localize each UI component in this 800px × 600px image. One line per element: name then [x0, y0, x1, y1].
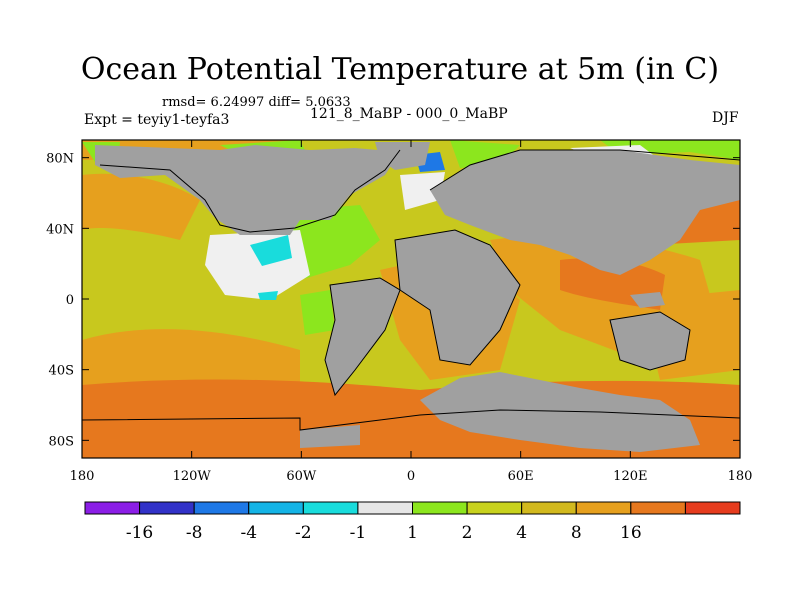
y-tick-label: 40S — [49, 364, 74, 379]
experiment-label: Expt = teyiy1-teyfa3 — [84, 112, 230, 128]
y-axis: 80N 40N 0 40S 80S — [46, 152, 740, 449]
season-label: DJF — [712, 110, 739, 126]
colorbar-swatch — [684, 501, 741, 515]
x-tick-label: 60W — [286, 469, 317, 484]
stats-label: rmsd= 6.24997 diff= 5.0633 — [162, 95, 351, 110]
y-tick-label: 80S — [49, 434, 74, 449]
colorbar-label: -4 — [240, 523, 257, 543]
colorbar-label: 8 — [571, 523, 582, 543]
land-masses — [95, 142, 740, 452]
colorbar-swatch — [248, 501, 304, 515]
colorbar-label: 1 — [407, 523, 418, 543]
x-tick-label: 180 — [728, 469, 753, 484]
colorbar-label: -16 — [126, 523, 153, 543]
colorbar-swatch — [139, 501, 195, 515]
colorbar-swatch — [84, 501, 141, 515]
y-tick-label: 80N — [46, 152, 74, 167]
colorbar-swatch — [521, 501, 577, 515]
x-tick-label: 60E — [508, 469, 534, 484]
y-tick-label: 40N — [46, 222, 74, 237]
coastlines — [82, 149, 740, 431]
colorbar-label: -2 — [295, 523, 312, 543]
colorbar-label: -1 — [350, 523, 367, 543]
x-tick-label: 120E — [613, 469, 647, 484]
plot-title: Ocean Potential Temperature at 5m (in C) — [80, 52, 720, 87]
y-tick-label: 0 — [66, 293, 74, 308]
colorbar-label: 16 — [620, 523, 642, 543]
x-axis: 180 120W 60W 0 60E 120E 180 — [70, 140, 753, 484]
colorbar-swatch — [630, 501, 686, 515]
x-tick-label: 120W — [173, 469, 212, 484]
colorbar-swatch — [412, 501, 468, 515]
colorbar-label: 2 — [462, 523, 473, 543]
map-field — [82, 140, 740, 458]
subtitle-label: 121_8_MaBP - 000_0_MaBP — [310, 106, 508, 122]
colorbar-swatch — [193, 501, 250, 515]
colorbar: -16 -8 -4 -2 -1 1 2 4 8 16 — [84, 501, 741, 543]
colorbar-swatch — [357, 501, 413, 515]
x-tick-label: 180 — [70, 469, 95, 484]
colorbar-label: 4 — [516, 523, 527, 543]
colorbar-swatch — [575, 501, 632, 515]
x-tick-label: 0 — [407, 469, 415, 484]
colorbar-label: -8 — [186, 523, 203, 543]
colorbar-swatch — [302, 501, 359, 515]
colorbar-swatch — [466, 501, 523, 515]
